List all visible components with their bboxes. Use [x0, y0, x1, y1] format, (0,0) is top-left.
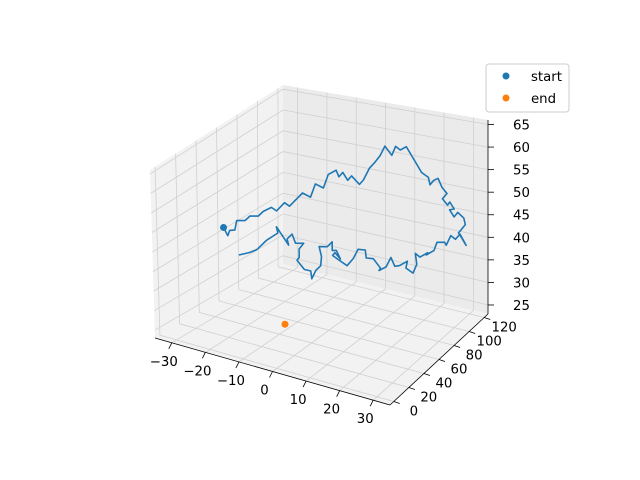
- grid-line-z: [149, 88, 489, 175]
- x-tick-label: 20: [323, 403, 340, 418]
- y-tick-label: 0: [410, 405, 418, 420]
- y-tick-label: 120: [492, 321, 517, 336]
- grid-line-x: [272, 102, 386, 372]
- y-tick-label: 80: [466, 349, 483, 364]
- marker-layer: [220, 223, 289, 328]
- x-tick-mark: [336, 390, 341, 397]
- z-tick-label: 55: [513, 164, 530, 179]
- grid-line-z: [151, 151, 489, 233]
- z-tick-label: 25: [513, 299, 530, 314]
- z-tick-label: 45: [513, 209, 530, 224]
- x-tick-mark: [369, 400, 374, 407]
- grid-line-z: [151, 130, 489, 214]
- z-tick-label: 35: [513, 254, 530, 269]
- pane-floor: [155, 264, 488, 405]
- legend-label-start: start: [531, 70, 562, 85]
- y-tick-mark: [393, 401, 400, 404]
- axes-panes: [150, 85, 488, 405]
- y-tick-label: 60: [451, 363, 468, 378]
- x-tick-mark: [235, 361, 240, 369]
- grid-line-y: [257, 101, 470, 332]
- axes-grid: [149, 87, 489, 402]
- z-tick-label: 65: [513, 119, 530, 134]
- x-tick-mark: [201, 352, 206, 359]
- grid-line-y: [277, 88, 485, 318]
- z-tick-label: 50: [513, 186, 530, 201]
- x-tick-label: −10: [217, 374, 245, 389]
- grid-line-x: [339, 112, 445, 391]
- start-marker: [220, 223, 228, 231]
- grid-line-z: [152, 171, 489, 253]
- z-tick-label: 40: [513, 231, 530, 246]
- grid-line-z: [153, 213, 489, 292]
- grid-line-x: [205, 92, 328, 353]
- grid-line-z: [152, 192, 489, 272]
- y-tick-mark: [408, 387, 415, 390]
- y-tick-mark: [438, 359, 446, 362]
- grid-line-x: [171, 87, 299, 344]
- grid-line-z: [153, 234, 489, 312]
- y-tick-label: 100: [477, 335, 502, 350]
- grid-line-y: [175, 153, 409, 388]
- tick-labels: −30−20−100102030020406080100120253035404…: [150, 119, 530, 428]
- legend-label-end: end: [531, 92, 556, 107]
- grid-line-z: [154, 255, 489, 331]
- tick-marks: [168, 124, 494, 407]
- grid-line-y: [195, 140, 425, 374]
- x-tick-label: −20: [183, 364, 211, 379]
- x-tick-mark: [302, 380, 307, 388]
- trajectory-path: [222, 145, 467, 280]
- y-tick-label: 40: [435, 377, 452, 392]
- grid-line-y: [216, 127, 440, 360]
- x-tick-mark: [168, 342, 173, 349]
- y-tick-label: 20: [420, 391, 437, 406]
- x-tick-label: 0: [260, 384, 268, 399]
- z-tick-label: 60: [513, 141, 530, 156]
- x-tick-label: 10: [290, 393, 307, 408]
- grid-line-y: [236, 114, 455, 346]
- y-tick-mark: [423, 373, 431, 376]
- end-marker: [281, 320, 289, 328]
- z-tick-label: 30: [513, 276, 530, 291]
- grid-line-x: [372, 117, 474, 401]
- legend: start end: [485, 63, 570, 113]
- grid-line-y: [154, 166, 394, 402]
- x-tick-mark: [269, 371, 273, 378]
- y-tick-mark: [484, 317, 491, 320]
- grid-line-x: [305, 107, 416, 382]
- y-tick-mark: [453, 345, 461, 348]
- grid-line-x: [238, 97, 357, 363]
- y-tick-mark: [469, 331, 476, 334]
- x-tick-label: 30: [357, 412, 374, 427]
- trajectory-layer: [222, 145, 467, 280]
- legend-marker-start: [502, 72, 510, 80]
- x-tick-label: −30: [150, 355, 178, 370]
- legend-marker-end: [502, 94, 510, 102]
- grid-line-z: [150, 109, 489, 194]
